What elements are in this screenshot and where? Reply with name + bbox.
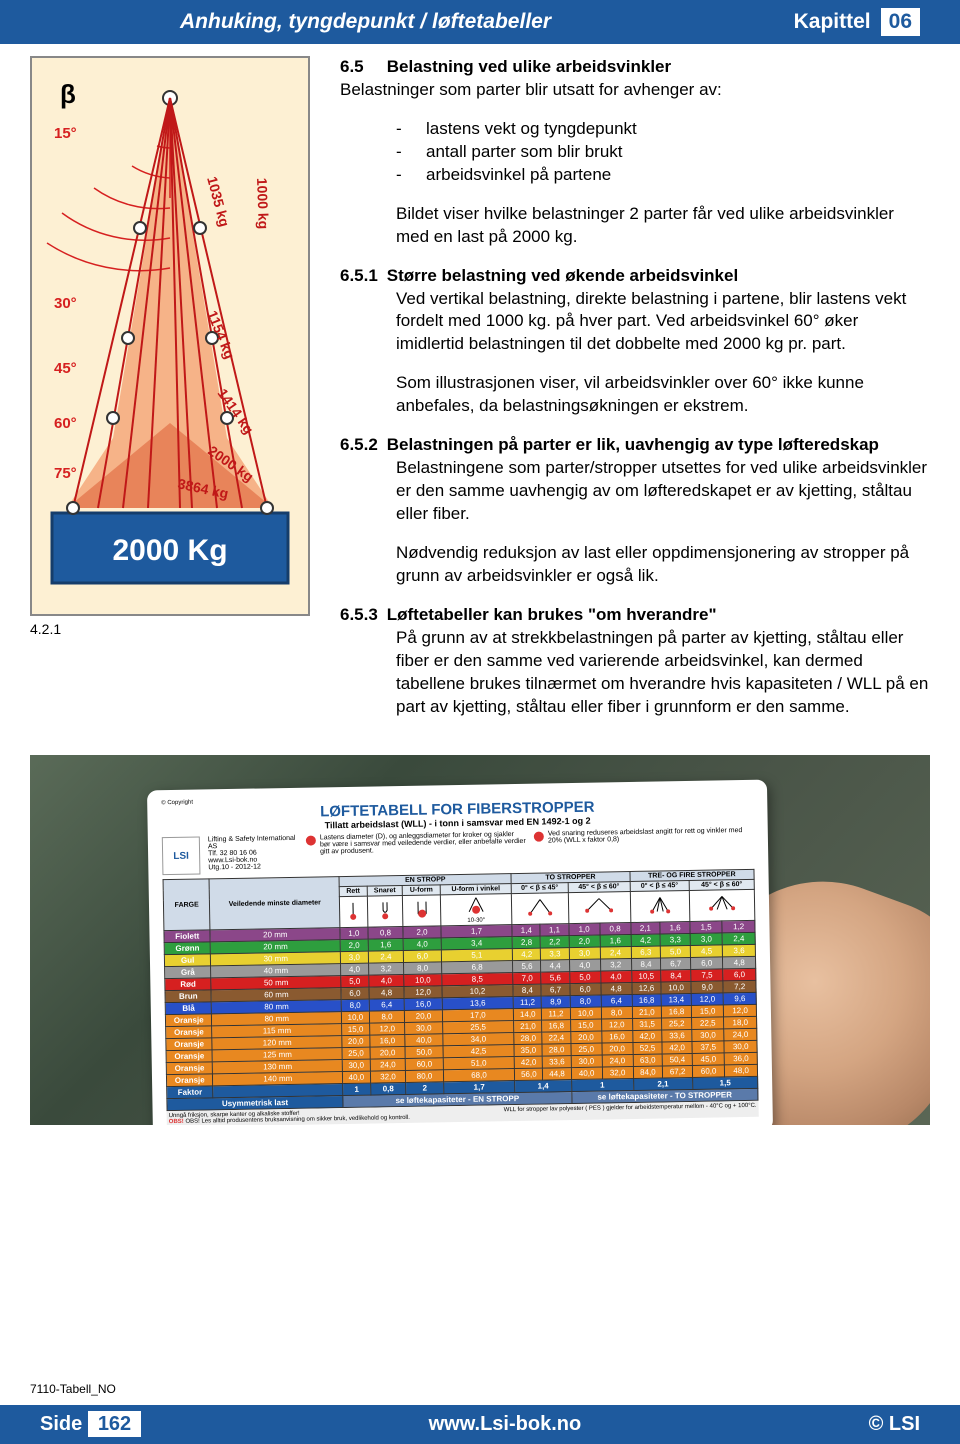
sling-icon — [367, 895, 403, 927]
section-6.5.2-num: 6.5.2 — [340, 434, 382, 457]
sling-icon — [568, 891, 631, 923]
footer-url: www.Lsi-bok.no — [429, 1413, 582, 1436]
sling-icon — [630, 890, 690, 922]
section-6.5-head: Belastning ved ulike arbeidsvinkler — [387, 57, 671, 76]
svg-text:15°: 15° — [54, 125, 77, 142]
section-6.5.1-head: Større belastning ved økende arbeidsvink… — [387, 266, 738, 285]
lsi-logo-icon: LSI — [162, 836, 201, 875]
page-side: Side 162 — [40, 1413, 141, 1436]
sling-icon — [512, 892, 569, 924]
angle-load-diagram: 2000 Kg β 15° 30° — [30, 56, 310, 616]
footer-bar: Side 162 www.Lsi-bok.no © LSI — [0, 1405, 960, 1444]
section-6.5.3-num: 6.5.3 — [340, 604, 382, 627]
sling-icon — [340, 896, 368, 927]
sling-icon: 10-30° — [440, 893, 512, 925]
sling-icon — [689, 889, 755, 921]
svg-text:75°: 75° — [54, 465, 77, 482]
section-6.5.1-num: 6.5.1 — [340, 265, 382, 288]
section-6.5-num: 6.5 — [340, 56, 382, 79]
photo-lifting-card: © Copyright LØFTETABELL FOR FIBERSTROPPE… — [30, 755, 930, 1125]
red-dot-icon — [306, 835, 316, 845]
chapter-number: 06 — [881, 8, 920, 36]
bullet-list: lastens vekt og tyngdepunkt antall parte… — [340, 118, 930, 187]
lifting-table-card: © Copyright LØFTETABELL FOR FIBERSTROPPE… — [147, 779, 773, 1124]
page-number: 162 — [88, 1411, 141, 1437]
svg-text:30°: 30° — [54, 295, 77, 312]
svg-text:1000 kg: 1000 kg — [254, 178, 272, 230]
svg-text:60°: 60° — [54, 415, 77, 432]
sling-icon — [403, 894, 441, 926]
svg-text:45°: 45° — [54, 360, 77, 377]
header-title: Anhuking, tyngdepunkt / løftetabeller — [180, 10, 551, 34]
weight-label: 2000 Kg — [112, 534, 227, 567]
figure-label: 4.2.1 — [30, 621, 320, 637]
chapter-label: Kapittel 06 — [794, 8, 920, 36]
wll-table: FARGE Veiledende minste diameter EN STRO… — [163, 868, 759, 1110]
section-6.5.3-head: Løftetabeller kan brukes "om hverandre" — [387, 605, 717, 624]
red-dot-icon — [534, 831, 544, 841]
svg-text:β: β — [60, 79, 76, 109]
footer-code: 7110-Tabell_NO — [30, 1382, 116, 1396]
text-content: 6.5 Belastning ved ulike arbeidsvinkler … — [340, 56, 930, 735]
footer-copyright: © LSI — [869, 1413, 920, 1436]
section-6.5.2-head: Belastningen på parter er lik, uavhengig… — [387, 435, 879, 454]
header-bar: Anhuking, tyngdepunkt / løftetabeller Ka… — [0, 0, 960, 44]
